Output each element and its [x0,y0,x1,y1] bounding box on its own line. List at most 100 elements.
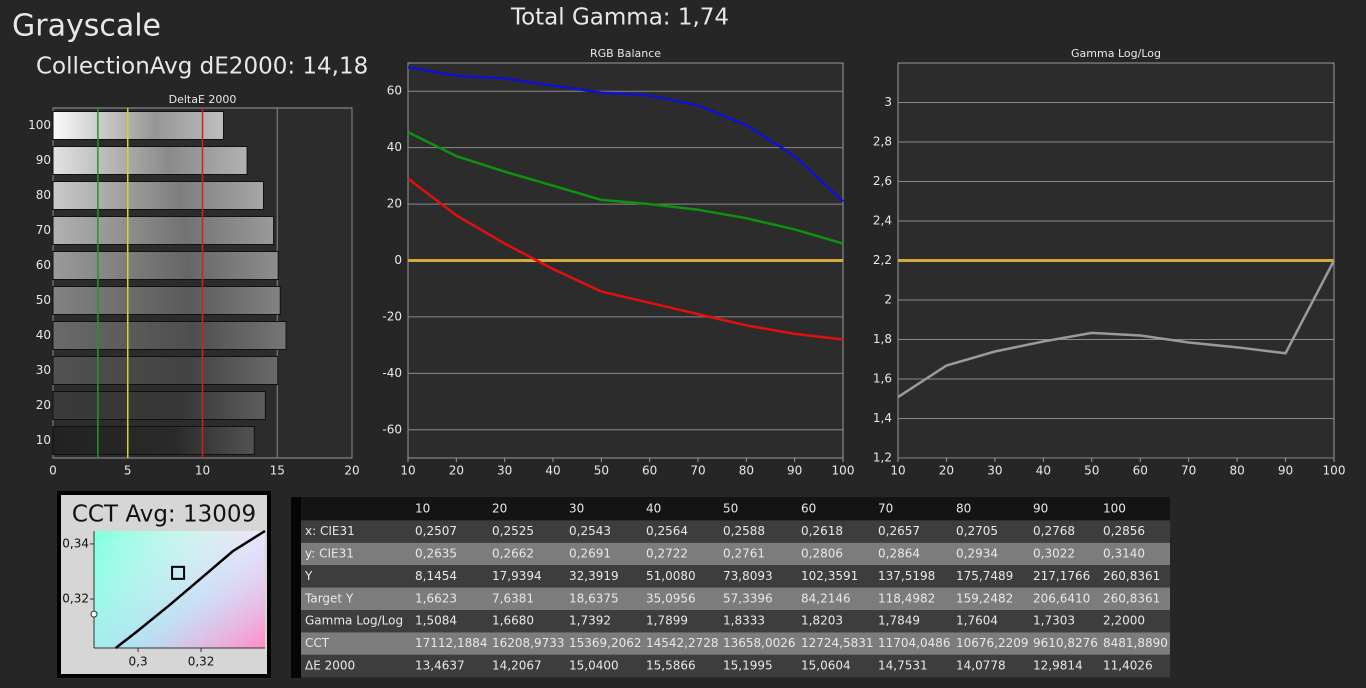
table-cell: 102,3591 [801,569,858,583]
table-cell: 18,6375 [569,591,619,605]
row-label: Target Y [304,591,354,605]
column-header: 30 [569,502,584,516]
table-cell: 137,5198 [878,569,935,583]
table-cell: 0,2705 [956,524,998,538]
x-tick-label: 15 [270,464,285,478]
table-cell: 118,4982 [878,591,935,605]
chart-title: RGB Balance [590,47,661,60]
y-tick-label: 20 [387,197,402,211]
table-cell: 14,2067 [492,659,542,673]
table-corner [291,497,301,678]
row-label: x: CIE31 [305,524,355,538]
table-cell: 9610,8276 [1033,636,1098,650]
y-tick-label: 60 [387,84,402,98]
table-cell: 0,2856 [1103,524,1145,538]
table-cell: 0,2525 [492,524,534,538]
table-cell: 51,0080 [646,569,696,583]
table-cell: 16208,9733 [492,636,565,650]
measured-point [90,610,98,618]
table-cell: 1,7303 [1033,614,1075,628]
x-tick-label: 10 [195,464,210,478]
y-tick-label: 90 [36,153,51,167]
table-cell: 15,0400 [569,659,619,673]
column-header: 100 [1103,502,1126,516]
table-cell: 1,7392 [569,614,611,628]
y-tick-label: -40 [382,366,402,380]
y-tick-label: 40 [36,328,51,342]
table-cell: 206,6410 [1033,591,1090,605]
y-tick-label: -60 [382,422,402,436]
table-cell: 7,6381 [492,591,534,605]
column-header: 70 [878,502,893,516]
column-header: 10 [415,502,430,516]
x-tick-label: 60 [642,464,657,478]
series-line [407,131,844,245]
table-cell: 0,2543 [569,524,611,538]
x-tick-label: 0 [49,464,57,478]
table-cell: 0,2618 [801,524,843,538]
table-cell: 15,5866 [646,659,696,673]
bar [52,426,255,455]
x-tick-label: 30 [497,464,512,478]
table-cell: 17112,1884 [415,636,488,650]
column-header: 20 [492,502,507,516]
table-cell: 1,5084 [415,614,457,628]
column-header: 60 [801,502,816,516]
table-cell: 11704,0486 [878,636,951,650]
table-cell: 260,8361 [1103,591,1160,605]
row-label: y: CIE31 [305,547,354,561]
y-tick-label: 2,6 [873,174,892,188]
table-cell: 84,2146 [801,591,851,605]
table-cell: 15,1995 [723,659,773,673]
bar [52,111,224,140]
y-tick-label: 0 [394,253,402,267]
table-cell: 1,8333 [723,614,765,628]
y-tick-label: 3 [884,95,892,109]
x-tick-label: 20 [344,464,359,478]
table-cell: 35,0956 [646,591,696,605]
x-tick-label: 20 [449,464,464,478]
table-cell: 0,2662 [492,547,534,561]
x-tick-label: 80 [1229,464,1244,478]
table-cell: 15,0604 [801,659,851,673]
series-line [407,66,844,203]
column-header: 90 [1033,502,1048,516]
table-cell: 2,2000 [1103,614,1145,628]
bar [52,146,248,175]
table-cell: 0,2722 [646,547,688,561]
row-label: CCT [305,636,330,650]
x-tick-label: 10 [890,464,905,478]
bar [52,356,279,385]
table-cell: 14542,2728 [646,636,719,650]
table-cell: 175,7489 [956,569,1013,583]
column-header: 80 [956,502,971,516]
x-tick-label: 50 [1084,464,1099,478]
table-cell: 73,8093 [723,569,773,583]
series-line [407,177,844,341]
chart-title: DeltaE 2000 [169,93,237,106]
table-cell: 260,8361 [1103,569,1160,583]
y-tick-label: 20 [36,398,51,412]
y-tick-label: 0,32 [62,591,89,605]
table-cell: 0,2768 [1033,524,1075,538]
table-cell: 32,3919 [569,569,619,583]
collection-avg: CollectionAvg dE2000: 14,18 [36,54,368,80]
x-tick-label: 10 [400,464,415,478]
x-tick-label: 50 [594,464,609,478]
total-gamma: Total Gamma: 1,74 [510,5,729,31]
x-tick-label: 90 [1278,464,1293,478]
bar [52,216,275,245]
table-cell: 0,2657 [878,524,920,538]
table-row-bg [301,610,1170,633]
table-cell: 1,6680 [492,614,534,628]
x-tick-label: 30 [987,464,1002,478]
table-cell: 0,2864 [878,547,920,561]
table-cell: 0,2691 [569,547,611,561]
x-tick-label: 40 [545,464,560,478]
target-point [171,565,186,580]
table-header-bg [291,497,1170,521]
table-cell: 11,4026 [1103,659,1153,673]
table-cell: 8481,8890 [1103,636,1168,650]
table-cell: 10676,2209 [956,636,1029,650]
y-tick-label: 0,34 [62,536,89,550]
